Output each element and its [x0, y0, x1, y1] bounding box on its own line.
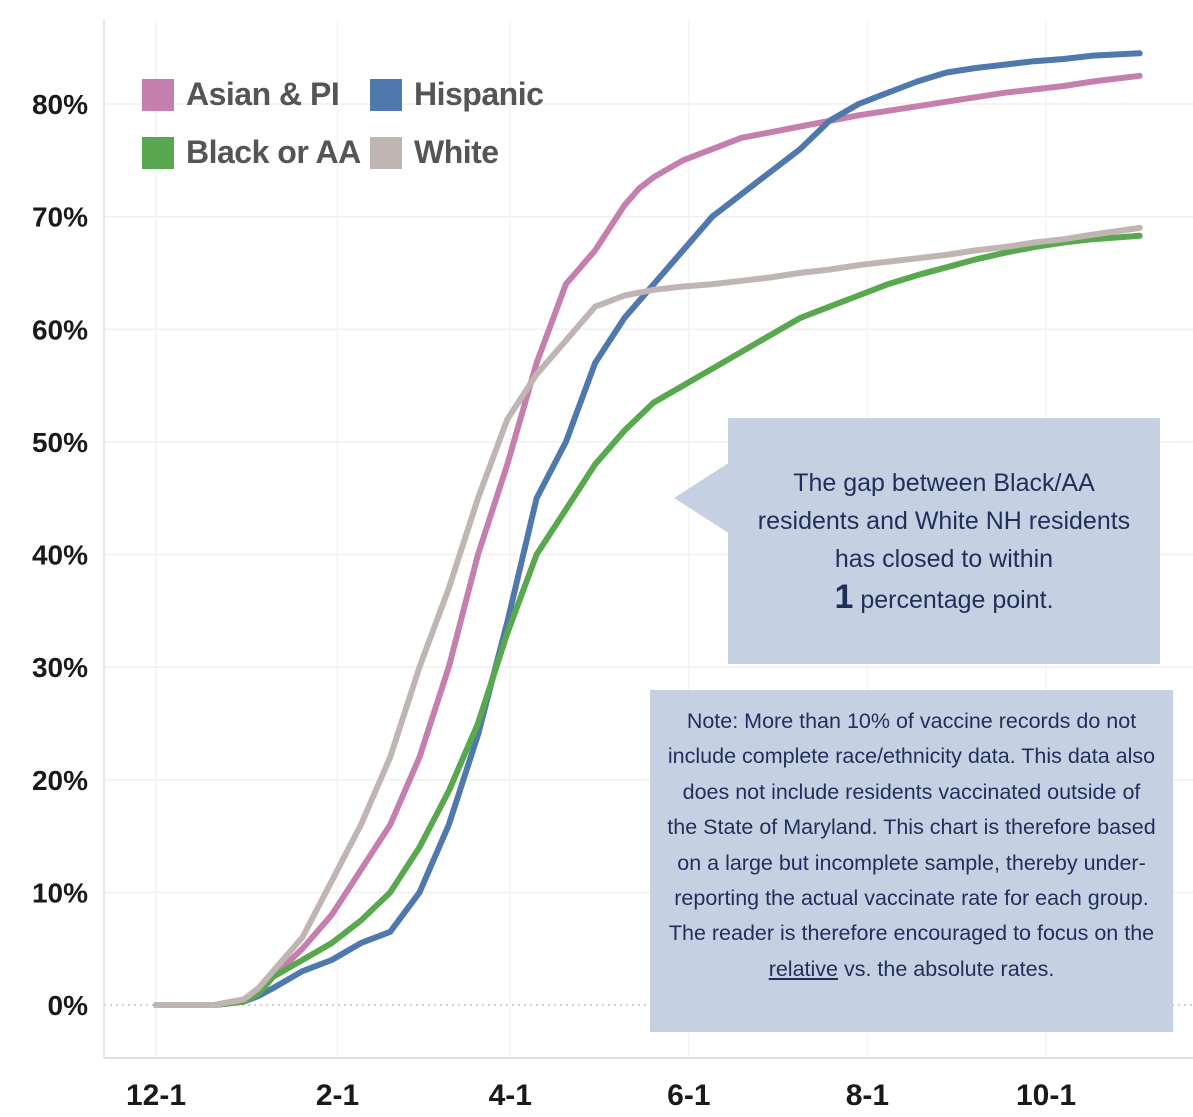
legend-label-asian-pi: Asian & PI: [186, 76, 340, 112]
y-tick-label-30: 30%: [32, 652, 88, 683]
legend-item-black-aa: Black or AA: [142, 134, 361, 171]
series-lines: [153, 50, 1143, 1008]
y-tick-label-80: 80%: [32, 89, 88, 120]
note-text-before: Note: More than 10% of vaccine records d…: [667, 709, 1156, 946]
x-tick-label-4: 8-1: [846, 1079, 889, 1112]
y-axis-ticks: 0% 10% 20% 30% 40% 50% 60% 70% 80%: [32, 89, 88, 1021]
callout-big-number: 1: [834, 577, 854, 616]
series-line-black-or-aa: [153, 232, 1143, 1008]
callout-pointer: [674, 462, 730, 534]
legend-swatch-asian-pi: [142, 78, 174, 111]
y-tick-label-20: 20%: [32, 765, 88, 796]
y-tick-label-60: 60%: [32, 314, 88, 345]
legend-item-asian-pi: Asian & PI: [142, 76, 340, 113]
legend-label-black-aa: Black or AA: [186, 134, 361, 170]
y-tick-label-70: 70%: [32, 202, 88, 233]
legend-swatch-white: [370, 136, 402, 169]
legend-item-white: White: [370, 134, 499, 171]
y-tick-label-40: 40%: [32, 540, 88, 571]
x-tick-label-1: 2-1: [316, 1079, 359, 1112]
callout-line-3: has closed to within: [834, 544, 1054, 573]
series-line-asian-pi: [153, 72, 1143, 1008]
x-tick-label-3: 6-1: [667, 1079, 710, 1112]
x-axis-ticks: 12-1 2-1 4-1 6-1 8-1 10-1: [126, 1079, 1076, 1112]
callout-line-4-suffix: percentage point.: [853, 585, 1054, 614]
x-tick-label-2: 4-1: [489, 1079, 532, 1112]
y-tick-label-50: 50%: [32, 427, 88, 458]
legend-label-hispanic: Hispanic: [414, 76, 544, 112]
callout-line-2: residents and White NH residents: [757, 506, 1131, 535]
note-text-after: vs. the absolute rates.: [838, 956, 1055, 981]
legend-swatch-black-aa: [142, 136, 174, 169]
legend-swatch-hispanic: [370, 78, 402, 111]
data-note: Note: More than 10% of vaccine records d…: [650, 690, 1173, 1032]
callout-line-1: The gap between Black/AA: [793, 468, 1095, 497]
series-line-white: [153, 224, 1143, 1008]
callout-line-4: 1 percentage point.: [728, 578, 1160, 619]
series-line-hispanic: [153, 50, 1143, 1008]
y-tick-label-0: 0%: [48, 990, 89, 1021]
note-underlined-word: relative: [768, 956, 838, 981]
x-tick-label-5: 10-1: [1016, 1079, 1076, 1112]
axes: [103, 20, 1193, 1059]
x-tick-label-0: 12-1: [126, 1079, 186, 1112]
legend-item-hispanic: Hispanic: [370, 76, 544, 113]
legend-label-white: White: [414, 134, 499, 170]
legend: Asian & PI Hispanic Black or AA White: [136, 70, 556, 182]
y-tick-label-10: 10%: [32, 877, 88, 908]
gap-callout: The gap between Black/AA residents and W…: [728, 418, 1160, 664]
